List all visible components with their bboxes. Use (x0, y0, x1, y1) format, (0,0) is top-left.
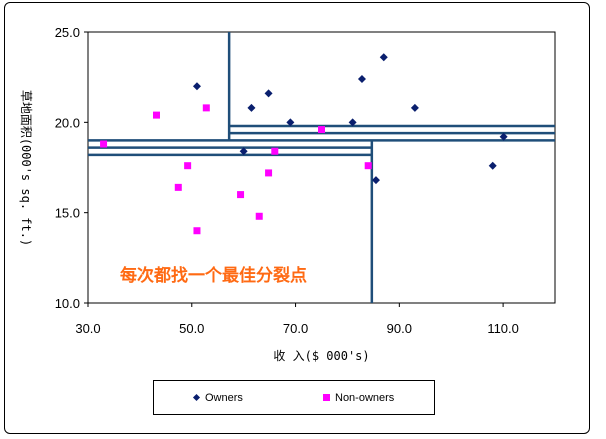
y-tick-label: 20.0 (55, 115, 80, 130)
y-axis-label: 草地面积(000's sq. ft.) (19, 90, 33, 246)
split-lines (88, 32, 555, 303)
owners-legend-marker (192, 393, 201, 402)
y-tick-label: 15.0 (55, 206, 80, 221)
x-tick-label: 30.0 (75, 321, 100, 336)
plot-border (87, 31, 556, 304)
owner-point (239, 147, 248, 156)
owners-legend-label: Owners (205, 392, 243, 404)
nonowner-point (174, 183, 182, 191)
owner-point (247, 103, 256, 112)
x-tick-label: 110.0 (487, 321, 519, 336)
owner-point (410, 103, 419, 112)
plot-area (87, 31, 556, 304)
nonowner-point (364, 162, 372, 170)
y-tick-label: 25.0 (55, 25, 80, 40)
owner-point (499, 132, 508, 141)
chart-legend: Owners Non-owners (153, 380, 435, 415)
x-tick-label: 50.0 (179, 321, 204, 336)
nonowner-point (265, 169, 273, 177)
x-axis-label: 收 入($ 000's) (273, 349, 369, 363)
axis-ticks: 30.0 50.0 70.0 90.0 110.0 10.0 15.0 20.0 25.0 (55, 25, 519, 336)
nonowner-point (237, 191, 245, 199)
chart-annotation: 每次都找一个最佳分裂点 (120, 265, 307, 286)
nonowners-legend-label: Non-owners (335, 392, 395, 404)
nonowner-point (193, 227, 201, 235)
owner-point (379, 53, 388, 62)
y-tick-label: 10.0 (55, 296, 80, 311)
x-tick-label: 90.0 (387, 321, 412, 336)
owner-point (488, 161, 497, 170)
owner-point (192, 82, 201, 91)
owner-point (357, 74, 366, 83)
nonowner-point (100, 140, 108, 148)
nonowner-point (318, 126, 325, 134)
nonowner-point (202, 104, 210, 112)
owner-point (348, 118, 357, 127)
nonowners-legend-marker (323, 394, 330, 401)
nonowner-point (255, 212, 263, 220)
nonowner-point (152, 111, 160, 119)
owner-point (371, 176, 380, 185)
data-points (100, 53, 508, 235)
owner-point (264, 89, 273, 98)
owner-point (286, 118, 295, 127)
nonowner-point (271, 147, 279, 155)
nonowner-point (184, 162, 192, 170)
x-tick-label: 70.0 (283, 321, 308, 336)
